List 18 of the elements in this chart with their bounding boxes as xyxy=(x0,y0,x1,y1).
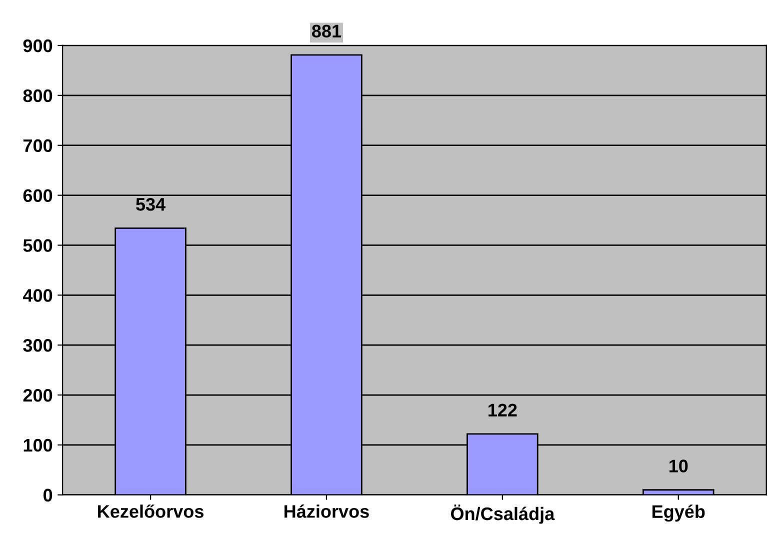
y-tick-label: 900 xyxy=(23,39,52,52)
data-label: 10 xyxy=(669,460,688,472)
y-tick-label: 0 xyxy=(44,488,52,502)
data-label: 122 xyxy=(488,404,517,416)
data-label: 881 xyxy=(312,24,342,38)
x-tick-label: Egyéb xyxy=(652,504,705,522)
data-label: 534 xyxy=(136,198,166,211)
y-tick-label: 200 xyxy=(23,388,52,402)
y-tick-label: 300 xyxy=(23,339,52,352)
y-tick-label: 800 xyxy=(23,89,52,102)
y-tick-label: 500 xyxy=(23,239,52,252)
x-tick-label: Háziorvos xyxy=(284,504,369,518)
y-tick-label: 600 xyxy=(23,189,52,202)
y-tick-label: 700 xyxy=(23,139,52,152)
x-tick-label: Kezelőorvos xyxy=(98,504,204,518)
y-tick-label: 400 xyxy=(22,289,52,302)
x-tick-label: Ön/Családja xyxy=(451,504,555,524)
y-tick-label: 100 xyxy=(24,438,52,452)
